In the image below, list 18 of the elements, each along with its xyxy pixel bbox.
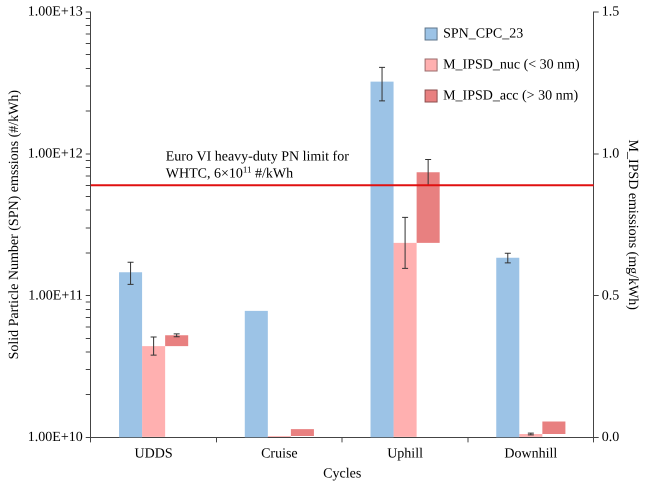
y2-tick-label: 1.5 <box>602 4 620 20</box>
y-tick-label: 1.00E+10 <box>28 430 83 446</box>
y-axis-title: Solid Particle Number (SPN) emssions (#/kWh) <box>7 90 22 360</box>
x-axis-title: Cycles <box>323 466 362 482</box>
legend-label: M_IPSD_acc (> 30 nm) <box>443 88 578 104</box>
x-tick-label: Uphill <box>387 446 424 462</box>
legend-label: SPN_CPC_23 <box>443 26 524 42</box>
y2-tick-label: 1.0 <box>602 146 620 162</box>
y2-tick-label: 0.5 <box>602 288 620 304</box>
x-tick-label: Cruise <box>261 446 298 462</box>
x-tick-label: Downhill <box>504 446 558 462</box>
y-tick-label: 1.00E+12 <box>28 146 83 162</box>
legend-label: M_IPSD_nuc (< 30 nm) <box>443 58 580 73</box>
y-tick-label: 1.00E+11 <box>28 288 83 304</box>
x-tick-label: UDDS <box>134 446 173 462</box>
y2-tick-label: 0.0 <box>602 430 620 446</box>
y2-axis-title: M_IPSD emissions (mg/kWh) <box>624 140 640 310</box>
y-tick-label: 1.00E+13 <box>28 4 83 20</box>
